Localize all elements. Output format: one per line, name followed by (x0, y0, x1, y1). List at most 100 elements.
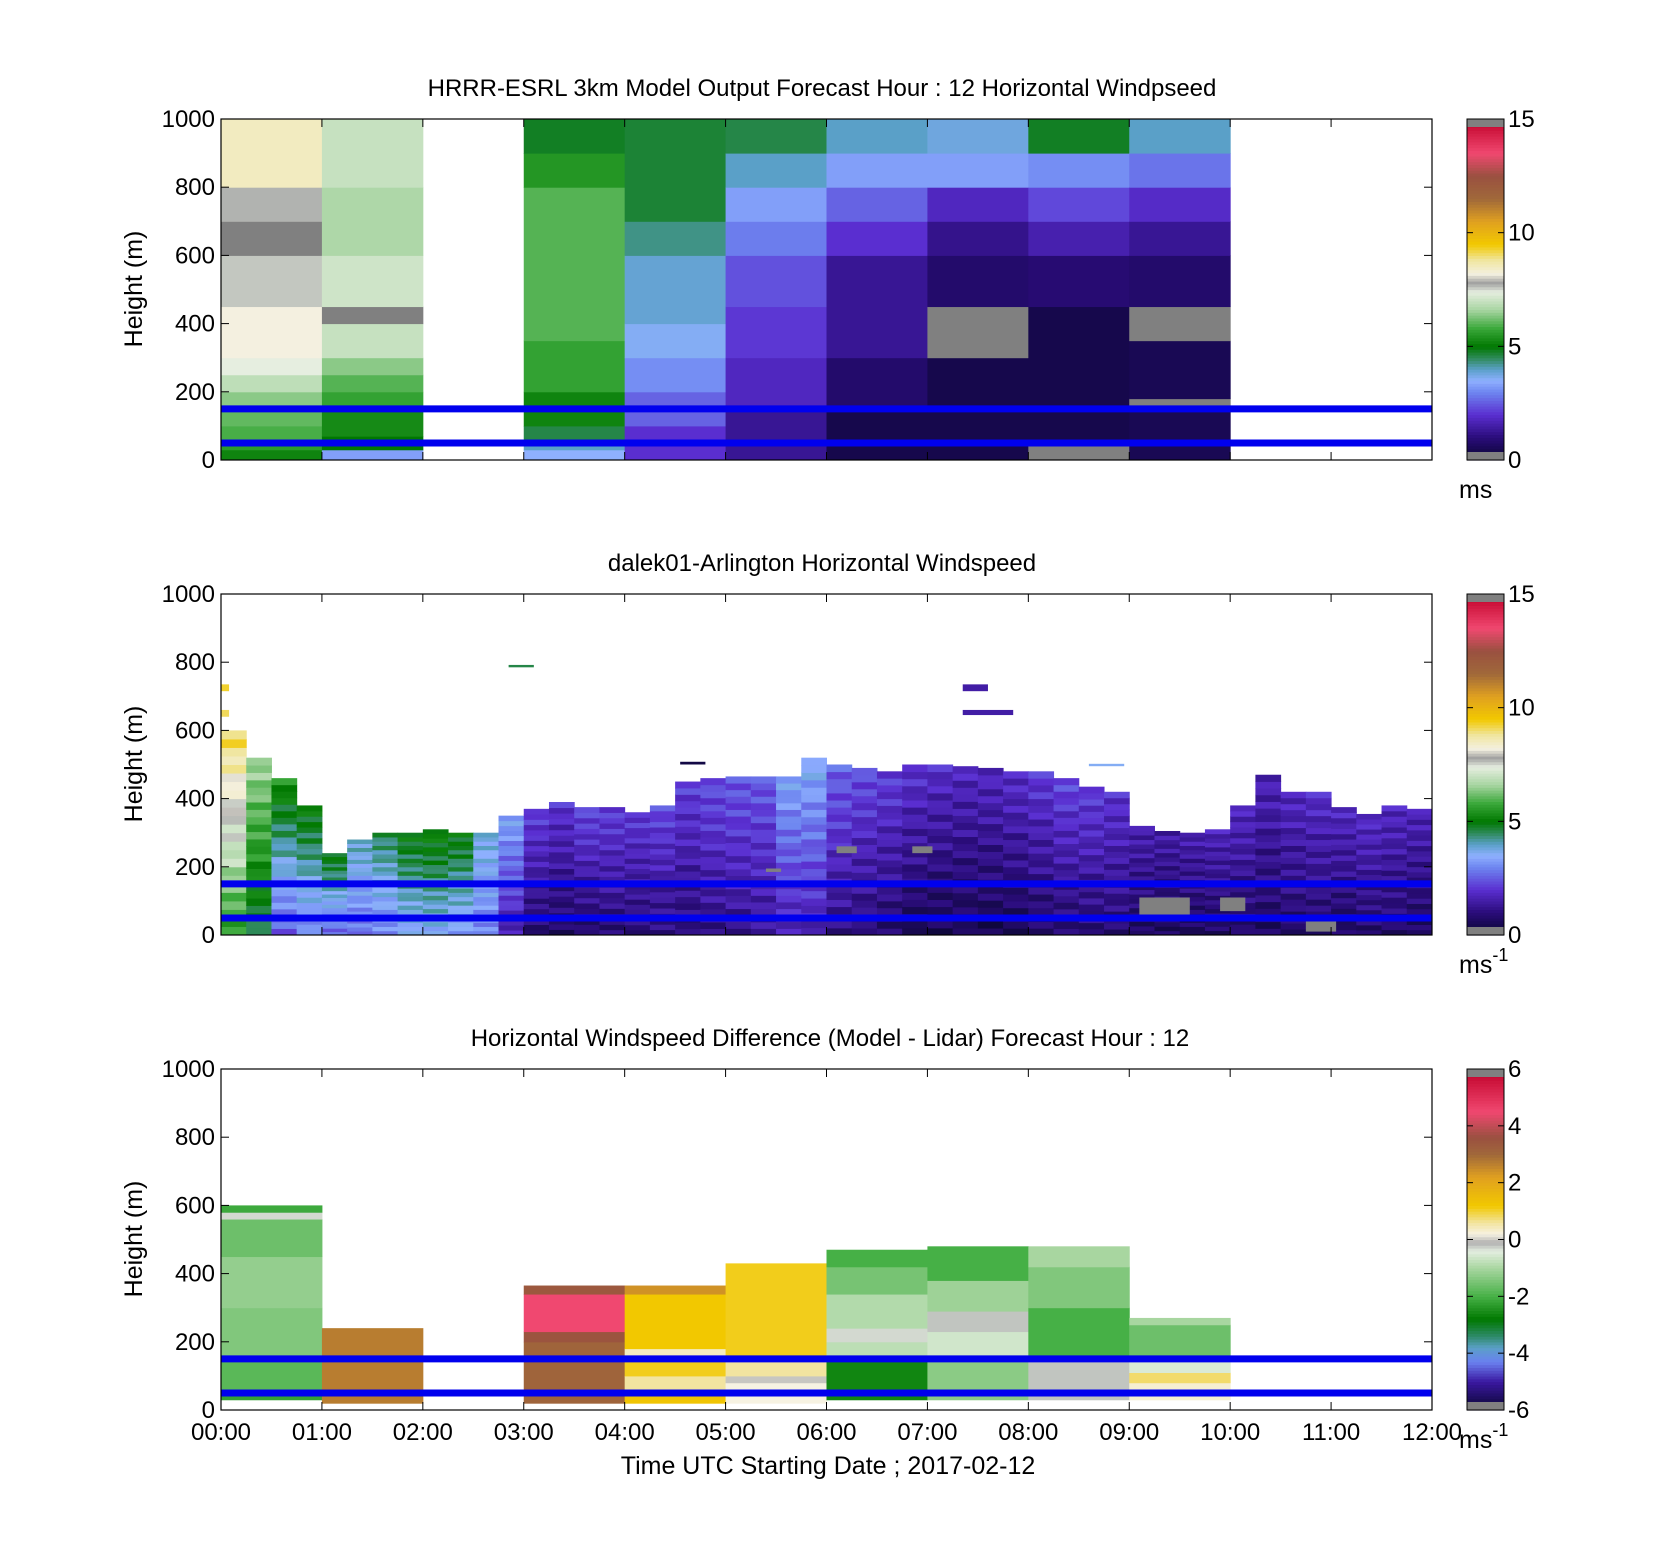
colorbar-swatch (1467, 300, 1504, 305)
colorbar-tick-label: -6 (1508, 1397, 1529, 1424)
heatmap-cell (1104, 869, 1130, 876)
heatmap-cell (321, 306, 424, 325)
heatmap-cell (1331, 823, 1357, 829)
heatmap-cell (221, 883, 247, 893)
heatmap-cell (1204, 829, 1231, 835)
colorbar-swatch (1467, 303, 1504, 308)
heatmap-cell (1129, 1372, 1231, 1384)
colorbar-tick-label: 15 (1508, 581, 1535, 608)
heatmap-cell (902, 814, 928, 822)
heatmap-cell (271, 895, 298, 903)
colorbar-swatch (1467, 349, 1504, 353)
heatmap-cell (750, 809, 777, 817)
colorbar-swatch (1467, 192, 1504, 197)
y-tick-label: 400 (175, 1261, 215, 1288)
heatmap-out-of-range-cell (836, 846, 857, 854)
heatmap-cell (523, 887, 550, 894)
heatmap-cell (574, 833, 600, 840)
heatmap-cell (801, 779, 827, 788)
heatmap-cell (347, 895, 373, 900)
colorbar-swatch (1467, 1267, 1504, 1272)
heatmap-cell (422, 851, 449, 857)
heatmap-cell (498, 885, 525, 891)
heatmap-cell (927, 821, 954, 829)
heatmap-cell (1003, 805, 1029, 813)
heatmap-cell (1028, 805, 1055, 813)
colorbar-tick-label: 0 (1508, 447, 1521, 474)
heatmap-cell (296, 821, 323, 828)
heatmap-cell (776, 809, 802, 817)
x-tick-label: 11:00 (1302, 1419, 1360, 1446)
colorbar-swatch (1467, 1384, 1504, 1388)
heatmap-cell (296, 908, 323, 914)
colorbar-swatch (1467, 1284, 1504, 1289)
heatmap-cell (624, 863, 651, 870)
heatmap-cell (826, 1249, 928, 1268)
heatmap-cell (221, 917, 247, 927)
colorbar-swatch (1467, 679, 1504, 683)
heatmap-cell (599, 871, 626, 877)
heatmap-cell (826, 871, 853, 879)
heatmap-cell (725, 776, 752, 784)
heatmap-cell (927, 1246, 1029, 1281)
heatmap-cell (397, 922, 424, 927)
heatmap-cell (347, 871, 373, 876)
heatmap-cell (927, 785, 954, 794)
heatmap-cell (801, 861, 827, 870)
heatmap-cell (221, 747, 247, 757)
heatmap-cell (473, 896, 500, 902)
heatmap-cell (826, 771, 853, 780)
heatmap-cell (624, 255, 727, 325)
heatmap-cell (624, 837, 651, 844)
heatmap-cell (1331, 924, 1357, 931)
colorbar-swatch (1467, 659, 1504, 663)
heatmap-cell (1280, 851, 1307, 858)
panel-lidar-x-ticks (220, 594, 1433, 935)
heatmap-cell (649, 918, 676, 925)
heatmap-cell (498, 920, 525, 926)
heatmap-cell (977, 781, 1004, 790)
heatmap-cell (826, 807, 853, 815)
heatmap-cell (347, 903, 373, 908)
heatmap-cell (1331, 865, 1357, 872)
heatmap-cell (1104, 797, 1130, 805)
heatmap-cell (246, 824, 272, 833)
colorbar-swatch (1467, 428, 1504, 433)
colorbar-swatch (1467, 656, 1504, 660)
colorbar-swatch (1467, 198, 1504, 203)
colorbar-swatch (1467, 261, 1504, 265)
heatmap-cell (271, 823, 298, 831)
heatmap-cell (321, 866, 348, 871)
colorbar-swatch (1467, 1398, 1504, 1403)
heatmap-cell (1230, 870, 1256, 877)
heatmap-cell (927, 863, 954, 872)
heatmap-cell (372, 900, 399, 906)
colorbar-swatch (1467, 244, 1504, 248)
colorbar-under-swatch (1467, 927, 1504, 935)
heatmap-cell (649, 902, 676, 909)
heatmap-cell (624, 899, 651, 905)
heatmap-cell (1053, 876, 1080, 884)
heatmap-cell (725, 796, 752, 804)
heatmap-cell (1406, 850, 1433, 857)
heatmap-cell (574, 855, 600, 861)
heatmap-cell (1028, 1246, 1130, 1268)
heatmap-cell (221, 187, 323, 222)
heatmap-cell (1078, 922, 1105, 930)
heatmap-cell (221, 926, 247, 936)
heatmap-cell (851, 858, 878, 866)
heatmap-cell (876, 791, 903, 800)
heatmap-cell (776, 855, 802, 863)
y-tick-label: 0 (202, 447, 215, 474)
heatmap-cell (977, 795, 1004, 804)
colorbar-swatch (1467, 1381, 1504, 1386)
heatmap-cell (1406, 824, 1433, 831)
heatmap-cell (221, 738, 247, 748)
heatmap-cell (1104, 929, 1130, 936)
heatmap-cell (776, 908, 802, 916)
heatmap-cell (397, 849, 424, 855)
colorbar-swatch (1467, 792, 1504, 797)
heatmap-cell (1104, 911, 1130, 918)
